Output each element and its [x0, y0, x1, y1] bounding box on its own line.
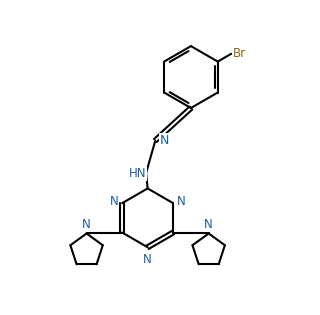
Text: N: N: [82, 218, 91, 231]
Text: N: N: [204, 218, 213, 231]
Text: N: N: [160, 134, 169, 147]
Text: N: N: [143, 253, 152, 266]
Text: HN: HN: [129, 167, 146, 180]
Text: N: N: [177, 195, 186, 208]
Text: Br: Br: [233, 47, 246, 60]
Text: N: N: [110, 195, 118, 208]
